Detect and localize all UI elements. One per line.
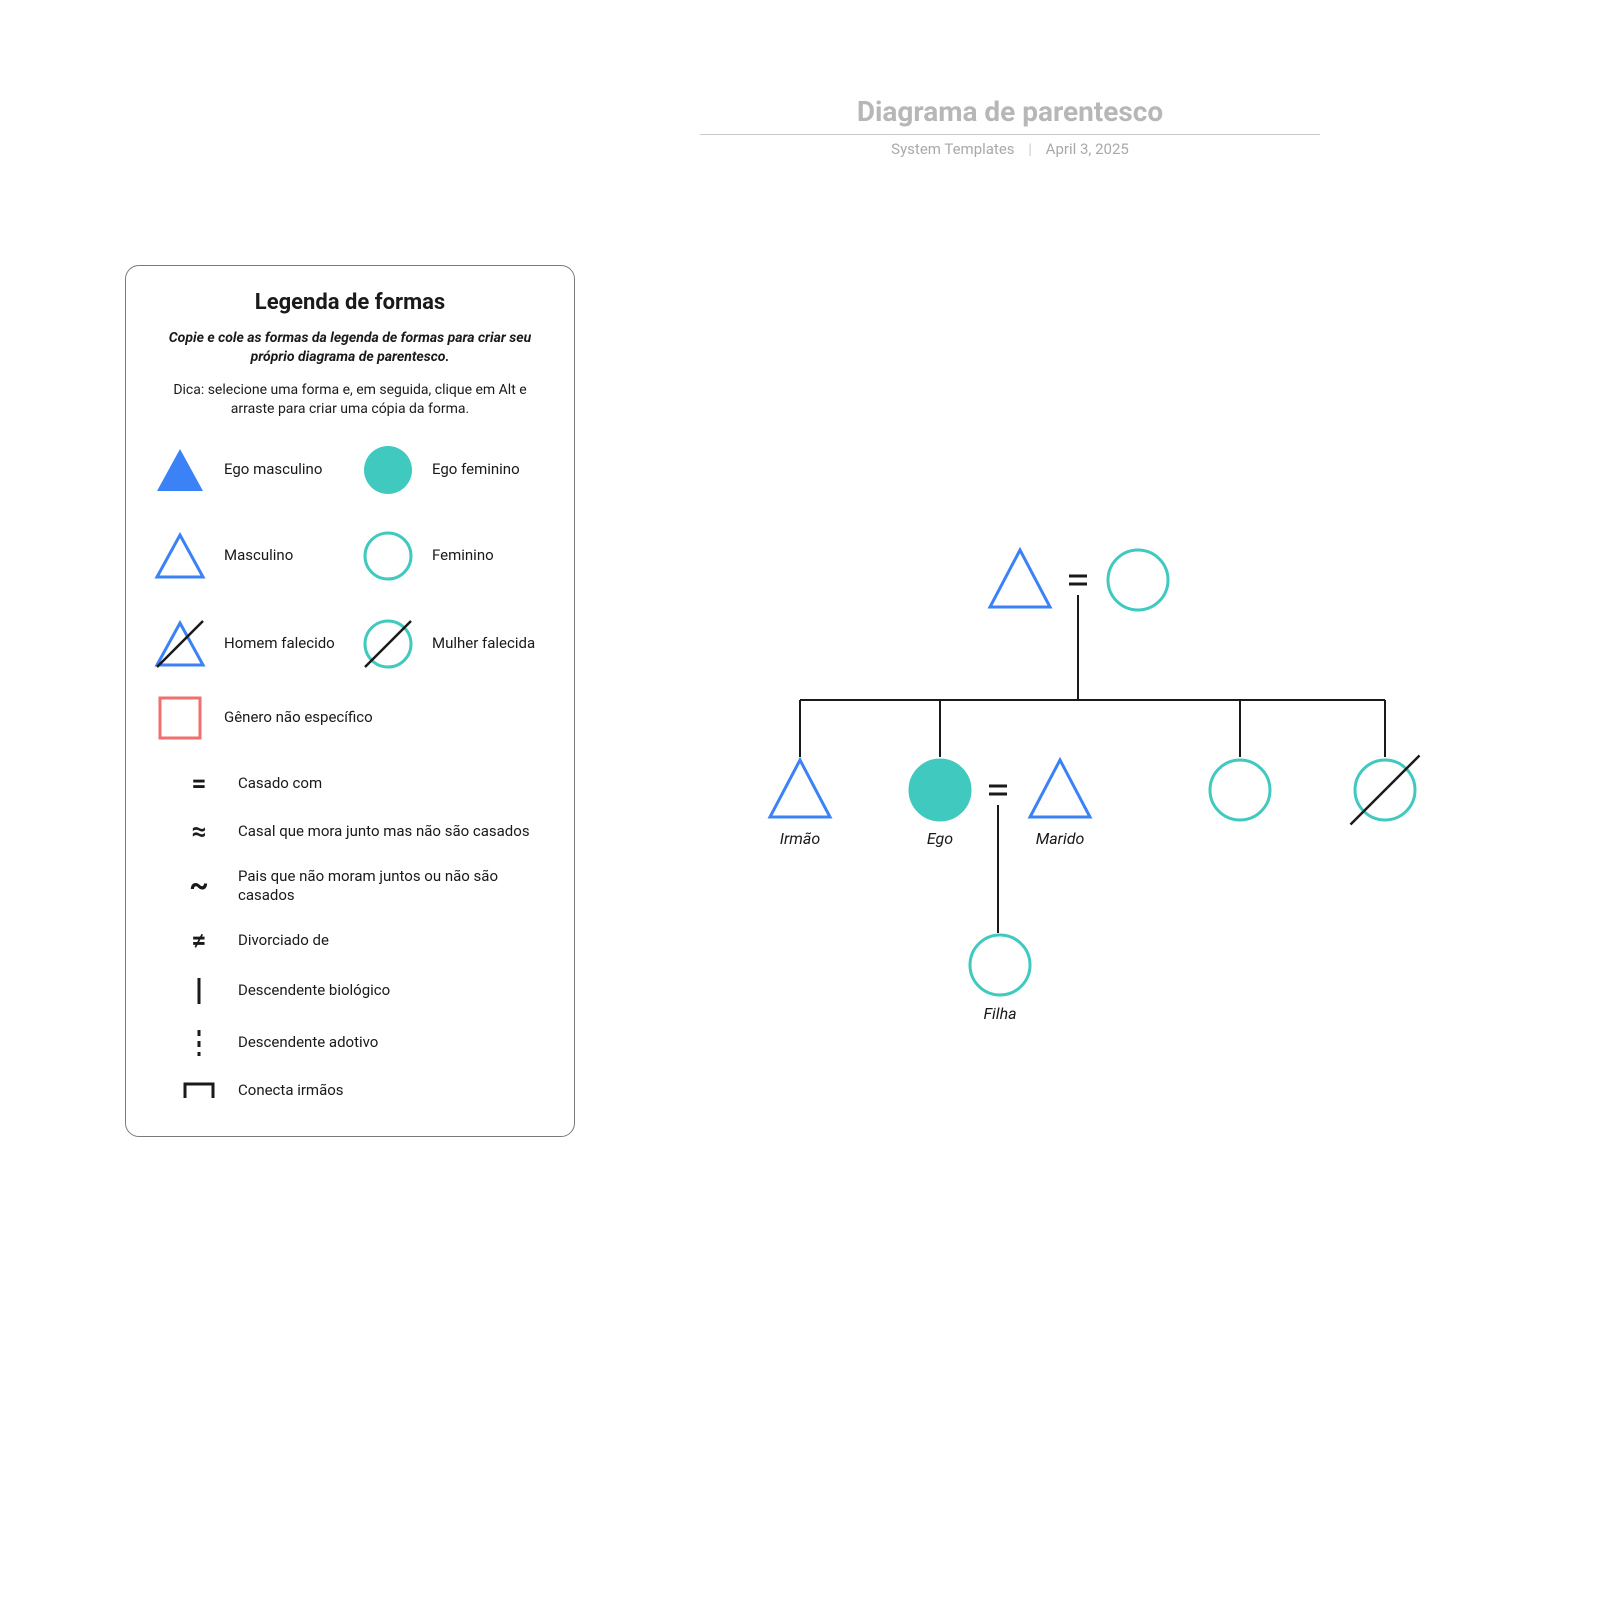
legend-panel: Legenda de formas Copie e cole as formas… [125,265,575,1137]
symbol-row: = Casado com [178,771,550,797]
meta-date: April 3, 2025 [1046,140,1129,158]
symbol-glyph [178,976,220,1006]
symbol-row: Descendente adotivo [178,1028,550,1058]
legend-instruction: Copie e cole as formas da legenda de for… [150,329,550,367]
page-meta: System Templates | April 3, 2025 [700,140,1320,158]
symbol-row: Descendente biológico [178,976,550,1006]
svg-text:Marido: Marido [1036,829,1085,848]
svg-text:Irmão: Irmão [780,829,821,848]
symbol-row: ≈ Casal que mora junto mas não são casado… [178,819,550,845]
symbol-label: Conecta irmãos [238,1081,550,1101]
ego-male-label: Ego masculino [224,460,344,479]
symbol-label: Descendente biológico [238,981,550,1001]
female-deceased-icon [358,615,418,673]
kin-node-ego: Ego [910,760,970,848]
meta-author: System Templates [891,140,1014,158]
kin-node-sister1 [1210,760,1270,820]
symbol-label: Pais que não moram juntos ou não são cas… [238,867,550,906]
unspecified-label: Gênero não específico [224,708,550,727]
unspecified-icon [150,693,210,743]
ego-female-icon [358,443,418,497]
kin-node-mother [1108,550,1168,610]
male-deceased-icon [150,617,210,671]
symbol-label: Casal que mora junto mas não são casados [238,822,550,842]
ego-male-icon [150,445,210,495]
kin-node-sister2 [1351,756,1420,825]
kinship-diagram: Irmão Ego Marido Filha [740,535,1470,1095]
symbol-row: ~ Pais que não moram juntos ou não são ca… [178,867,550,906]
symbol-row: ≠ Divorciado de [178,928,550,954]
symbol-row: Conecta irmãos [178,1080,550,1102]
symbol-glyph: ≠ [178,928,220,954]
ego-female-label: Ego feminino [432,460,550,479]
symbol-list: = Casado com ≈ Casal que mora junto mas não… [150,771,550,1102]
page-title: Diagrama de parentesco [700,95,1320,135]
female-label: Feminino [432,546,550,565]
symbol-label: Divorciado de [238,931,550,951]
symbol-glyph: ~ [178,871,220,901]
symbol-glyph [178,1080,220,1102]
female-icon [358,529,418,583]
svg-text:Filha: Filha [983,1004,1016,1023]
meta-sep: | [1028,140,1032,158]
male-label: Masculino [224,546,344,565]
symbol-glyph [178,1028,220,1058]
symbol-glyph: ≈ [178,819,220,845]
kin-node-father [990,550,1050,607]
male-deceased-label: Homem falecido [224,634,344,653]
legend-title: Legenda de formas [150,290,550,315]
legend-hint: Dica: selecione uma forma e, em seguida,… [150,381,550,419]
male-icon [150,531,210,581]
symbol-label: Descendente adotivo [238,1033,550,1053]
symbol-glyph: = [178,771,220,797]
kin-node-brother: Irmão [770,760,830,848]
kin-node-husband: Marido [1030,760,1090,848]
symbol-label: Casado com [238,774,550,794]
kin-node-daughter: Filha [970,935,1030,1023]
female-deceased-label: Mulher falecida [432,634,550,653]
svg-text:Ego: Ego [927,829,953,848]
